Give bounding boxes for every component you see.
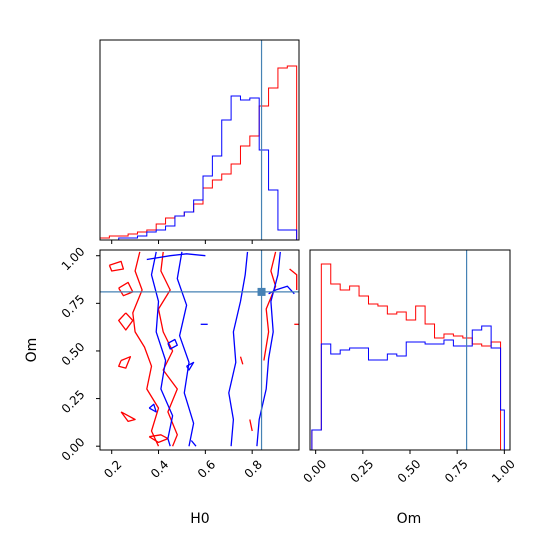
om-marginal-panel: 0.00 0.25 0.50 0.75 1.00 (300, 249, 518, 486)
om-marginal-plot-area (311, 250, 505, 450)
joint-ytick-label-0: 0.00 (59, 435, 88, 464)
joint-xtick-label-2: 0.6 (195, 457, 218, 480)
contour-series-0-line-3 (118, 281, 134, 297)
contour-series-1-line-7 (148, 403, 157, 413)
contour-series-1-line-8 (190, 440, 197, 447)
y-axis-title-om: Om (24, 338, 40, 363)
contour-series-1-line-4 (146, 253, 206, 261)
joint-plot-area (100, 250, 299, 450)
joint-xtick-label-0: 0.2 (101, 457, 124, 480)
om-xtick-label-0: 0.00 (300, 457, 329, 486)
contour-series-1-line-2 (228, 251, 249, 447)
contour-series-1-line-5 (167, 338, 178, 350)
joint-xtick-label-1: 0.4 (148, 457, 171, 480)
joint-truth-marker (257, 287, 266, 296)
contour-series-0-line-2 (108, 260, 125, 272)
joint-ytick-label-4: 1.00 (59, 244, 88, 273)
joint-ytick-label-3: 0.75 (59, 292, 88, 321)
om-marginal-hist-series-0 (311, 263, 505, 450)
h0-marginal-hist-series-1 (100, 95, 298, 240)
joint-ytick-label-1: 0.25 (59, 387, 88, 416)
om-xtick-label-4: 1.00 (489, 457, 518, 486)
contour-series-1-line-3 (256, 251, 281, 447)
contour-series-0-line-11 (249, 419, 253, 432)
contour-series-0-line-4 (118, 312, 134, 331)
om-xtick-label-1: 0.25 (348, 457, 377, 486)
contour-series-0-line-9 (289, 268, 298, 290)
contour-series-1-line-6 (186, 361, 195, 371)
x-axis-title-om: Om (397, 511, 422, 527)
h0-marginal-hist-series-0 (100, 65, 298, 240)
contour-series-1-line-1 (176, 251, 195, 447)
contour-series-1-line-0 (150, 251, 174, 447)
joint-frame (99, 249, 300, 451)
h0-marginal-plot-area (100, 40, 298, 240)
joint-contour-panel: 0.2 0.4 0.6 0.8 0.00 0.25 0.50 0.75 1.00 (59, 244, 300, 481)
h0-marginal-panel (99, 39, 300, 244)
h0-marginal-frame (99, 39, 300, 241)
contour-series-0-line-7 (148, 434, 169, 444)
contour-series-0-line-1 (157, 251, 178, 447)
x-axis-title-h0: H0 (190, 511, 209, 527)
contour-series-0-line-0 (132, 251, 160, 447)
om-marginal-hist-series-1 (311, 325, 505, 450)
contour-series-0-line-10 (239, 356, 244, 365)
joint-ytick-label-2: 0.50 (59, 340, 88, 369)
om-xtick-label-3: 0.75 (442, 457, 471, 486)
contour-series-0-line-5 (118, 356, 132, 369)
contour-series-0-line-6 (120, 411, 136, 423)
om-xtick-label-2: 0.50 (395, 457, 424, 486)
contour-series-0-line-8 (263, 251, 277, 361)
joint-xtick-label-3: 0.8 (242, 457, 265, 480)
